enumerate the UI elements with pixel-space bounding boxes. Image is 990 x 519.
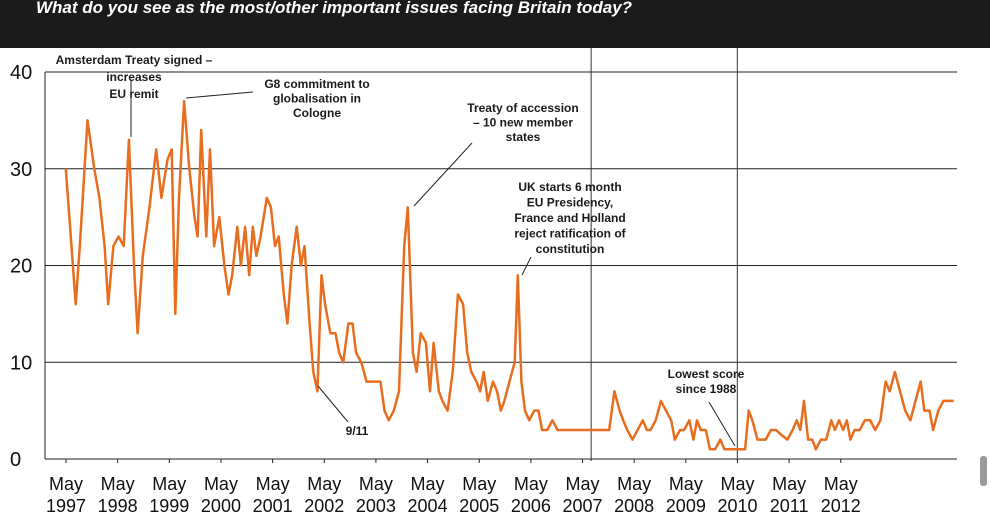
annotation-text: G8 commitment to [264,77,369,91]
event-label: Brown becomes [545,15,638,29]
y-tick-label: 30 [10,159,32,181]
series-line [64,99,954,451]
x-tick-month: May [772,474,806,494]
x-tick-year: 2009 [666,496,706,516]
x-tick-year: 2000 [201,496,241,516]
x-tick-month: May [824,474,858,494]
x-axis: May1997May1998May1999May2000May2001May20… [46,459,861,516]
annotation-leader [708,401,736,447]
x-tick-year: 2004 [408,496,448,516]
x-tick-month: May [204,474,238,494]
y-tick-label: 40 [10,62,32,84]
chart-title: What do you see as the most/other import… [36,0,633,17]
x-tick-month: May [669,474,703,494]
scrollbar-thumb[interactable] [980,456,987,486]
y-tick-label: 0 [10,449,21,471]
x-tick-month: May [720,474,754,494]
annotation-leader [185,91,254,99]
annotation-text: Treaty of accession [467,101,578,115]
y-axis: 0 10 20 30 40 [10,62,46,471]
x-tick-month: May [514,474,548,494]
x-tick-year: 2011 [770,496,809,516]
x-tick-year: 1999 [149,496,189,516]
x-tick-year: 2010 [717,496,757,516]
x-tick-month: May [617,474,651,494]
x-tick-year: 2007 [562,496,602,516]
x-tick-month: May [256,474,290,494]
x-tick-year: 2012 [821,496,861,516]
annotation-text: reject ratification of [514,227,626,241]
x-tick-year: 1998 [98,496,138,516]
gridlines [45,71,957,460]
x-tick-year: 2003 [356,496,396,516]
annotation-text: France and Holland [514,211,625,225]
x-tick-year: 2002 [304,496,344,516]
y-tick-label: 10 [10,352,32,374]
x-tick-month: May [152,474,186,494]
annotation-text: globalisation in [273,92,361,106]
x-tick-month: May [462,474,496,494]
annotation-text: states [506,130,541,144]
event-label: Cameron becomes [684,15,792,29]
annotation-leader [317,385,349,423]
annotation-text: EU remit [109,87,158,101]
event-markers: Brown becomes PM Cameron becomes PM [545,15,792,461]
x-tick-month: May [101,474,135,494]
x-tick-month: May [359,474,393,494]
annotation-text: increases [106,70,162,84]
annotation-text: Cologne [293,106,341,120]
x-tick-year: 2005 [459,496,499,516]
x-tick-year: 1997 [46,496,86,516]
x-tick-month: May [566,474,600,494]
annotations: Amsterdam Treaty signed – increases EU rem… [56,53,745,447]
annotation-text: EU Presidency, [527,196,613,210]
annotation-text: UK starts 6 month [518,180,621,194]
annotation-text: – 10 new member [473,116,573,130]
annotation-text: Lowest score [668,367,745,381]
x-tick-year: 2001 [253,496,293,516]
series-layer [64,99,954,451]
annotation-leader [413,142,473,207]
x-tick-month: May [307,474,341,494]
x-tick-month: May [411,474,445,494]
x-tick-year: 2006 [511,496,551,516]
x-tick-year: 2008 [614,496,654,516]
annotation-text: Amsterdam Treaty signed – [56,53,213,67]
annotation-leader [521,256,532,276]
y-tick-label: 20 [10,256,32,278]
annotation-text: 9/11 [346,424,369,438]
x-tick-month: May [49,474,83,494]
event-label: PM [728,33,746,47]
event-label: PM [582,33,600,47]
annotation-text: constitution [536,242,605,256]
title-bar: What do you see as the most/other import… [0,0,990,48]
annotation-text: since 1988 [676,382,737,396]
